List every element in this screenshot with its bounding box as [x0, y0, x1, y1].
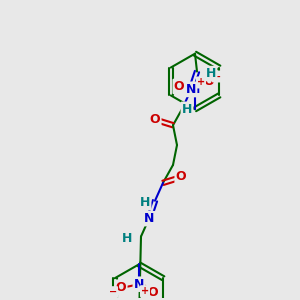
- Text: O: O: [174, 80, 184, 93]
- Text: N: N: [186, 83, 196, 96]
- Text: H: H: [140, 196, 150, 209]
- Text: O: O: [176, 170, 186, 183]
- Text: +: +: [141, 286, 149, 296]
- Text: N: N: [190, 83, 200, 96]
- Text: O: O: [204, 75, 214, 88]
- Text: H: H: [206, 67, 216, 80]
- Text: N: N: [134, 278, 144, 291]
- Text: H: H: [122, 232, 132, 245]
- Text: O: O: [148, 286, 158, 299]
- Text: H: H: [182, 103, 192, 116]
- Text: −: −: [109, 287, 117, 297]
- Text: +: +: [197, 77, 205, 88]
- Text: O: O: [116, 281, 126, 294]
- Text: −: −: [213, 71, 221, 82]
- Text: N: N: [144, 212, 154, 225]
- Text: O: O: [150, 113, 160, 126]
